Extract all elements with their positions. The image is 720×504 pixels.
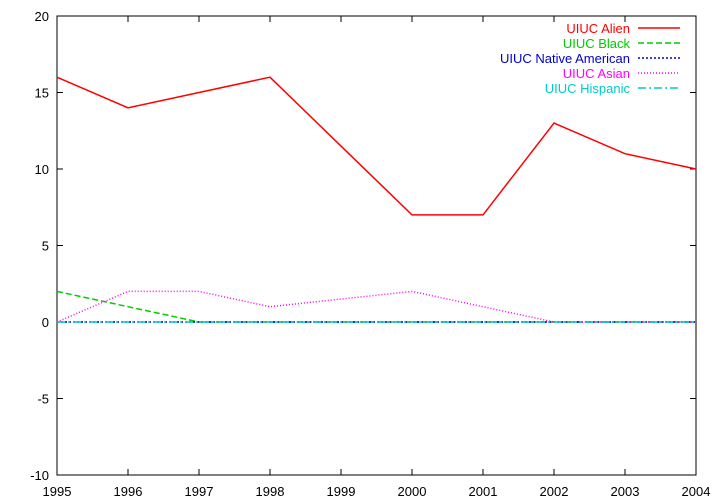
y-tick-label: -5 [37,392,49,407]
y-tick-label: 0 [42,315,49,330]
x-tick-label: 1996 [114,484,143,499]
legend-label: UIUC Alien [566,21,630,36]
y-tick-label: -10 [30,468,49,483]
series-line-uiuc-black [56,290,696,323]
x-tick-label: 1998 [256,484,285,499]
x-tick-label: 2004 [682,484,711,499]
y-tick-label: 20 [35,9,49,24]
x-tick-label: 1997 [185,484,214,499]
y-tick-label: 5 [42,239,49,254]
legend-label: UIUC Hispanic [545,81,631,96]
legend-label: UIUC Native American [500,51,630,66]
legend-label: UIUC Black [563,36,631,51]
series-line-uiuc-alien [56,76,697,216]
axis-ticks [56,15,697,476]
x-tick-label: 1995 [43,484,72,499]
series-lines [56,76,697,323]
legend-label: UIUC Asian [563,66,630,81]
x-tick-label: 2002 [540,484,569,499]
x-tick-label: 2000 [398,484,427,499]
x-tick-label: 2001 [469,484,498,499]
series-line-uiuc-asian [56,290,696,323]
axis-tick-labels: 1995 1996 1997 1998 1999 2000 2001 2002 2003 2004… [30,9,710,499]
x-tick-label: 2003 [611,484,640,499]
x-tick-label: 1999 [327,484,356,499]
y-tick-label: 15 [35,86,49,101]
y-tick-label: 10 [35,162,49,177]
